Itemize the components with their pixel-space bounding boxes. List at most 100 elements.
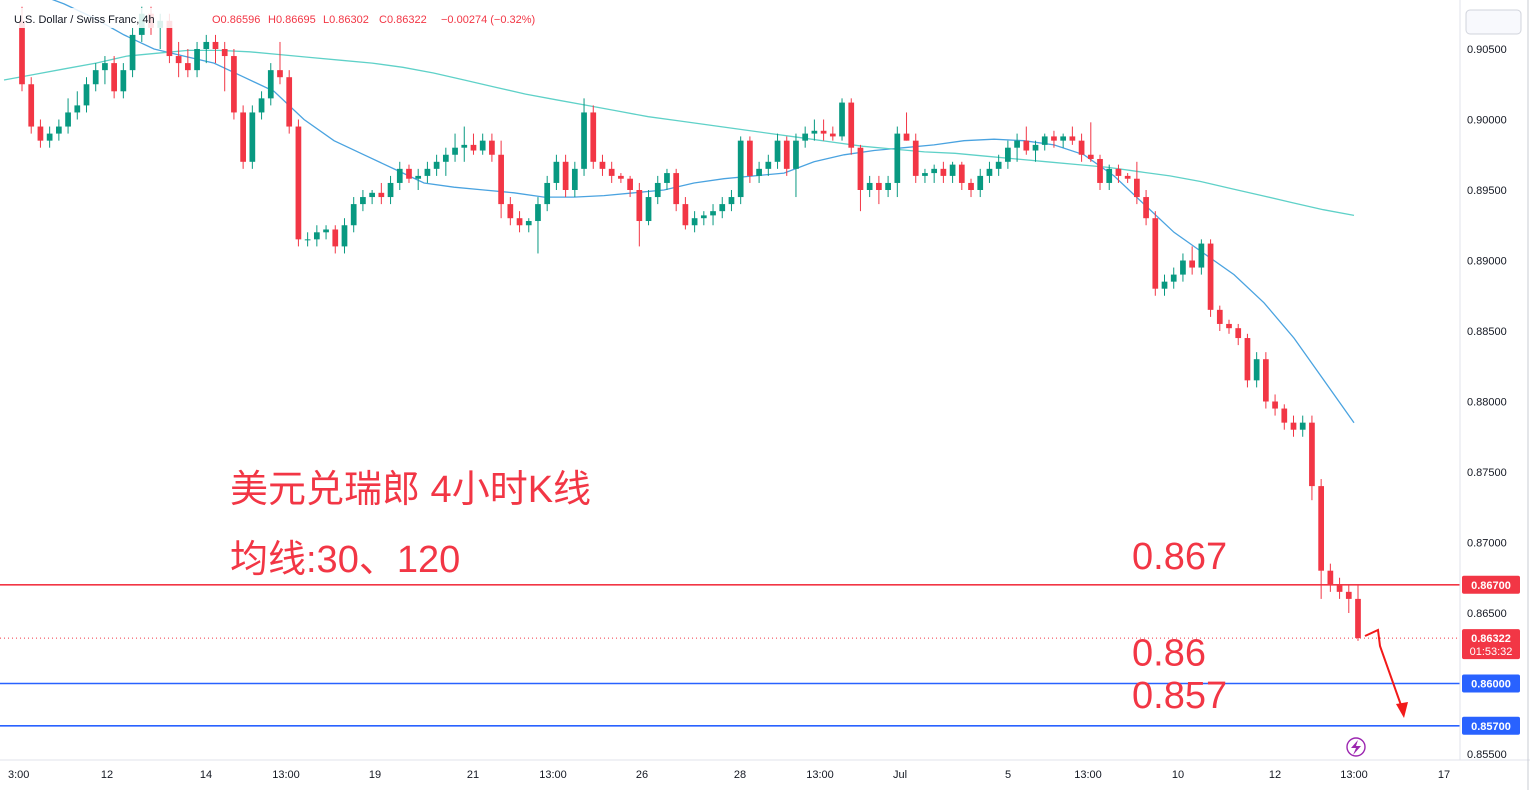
candle (710, 204, 716, 226)
candle-body (811, 130, 818, 134)
candle-body (221, 49, 228, 57)
candle-body (1069, 136, 1076, 141)
y-tick-label: 0.85500 (1467, 749, 1507, 761)
y-tick-label: 0.90500 (1467, 44, 1507, 56)
y-tick-label: 0.87500 (1467, 467, 1507, 479)
candle-body (286, 77, 293, 127)
candle-body (1170, 274, 1177, 282)
candle (968, 178, 974, 198)
candle (590, 105, 597, 169)
candle-body (249, 112, 256, 162)
candle-body (793, 140, 799, 169)
candle (1087, 122, 1094, 162)
x-tick-label: 3:00 (8, 769, 29, 781)
candle (940, 161, 947, 183)
candle-body (1263, 359, 1269, 402)
candle (645, 190, 652, 226)
candle-body (184, 63, 191, 71)
candle (747, 136, 753, 183)
chart-header: U.S. Dollar / Swiss Franc, 4h O0.86596 H… (0, 8, 545, 28)
candle (1189, 246, 1196, 275)
candle (1097, 154, 1103, 190)
candle (194, 41, 200, 78)
candle (74, 91, 81, 120)
candle (986, 161, 993, 183)
ma-line-120 (3, 49, 1355, 217)
candle (37, 119, 44, 148)
candle (350, 197, 357, 233)
chart-settings-button[interactable] (1465, 9, 1522, 35)
candle-body (839, 102, 845, 137)
candle-body (433, 161, 440, 169)
level-tag-text-0: 0.86700 (1471, 580, 1511, 592)
candle (1143, 190, 1149, 226)
candle-body (958, 164, 965, 183)
candle-body (1005, 147, 1011, 162)
candle-body (1051, 136, 1057, 141)
candle (433, 154, 440, 176)
candle-body (1143, 197, 1149, 219)
candle (1005, 140, 1011, 169)
candle-body (452, 147, 458, 155)
symbol-title[interactable]: U.S. Dollar / Swiss Franc, 4h (14, 14, 155, 26)
ohlc-low: L0.86302 (323, 14, 369, 26)
candle (65, 98, 71, 134)
level-label-0: 0.867 (1132, 536, 1227, 578)
forecast-arrow-path (1364, 628, 1403, 709)
candle (415, 168, 422, 190)
candle (783, 136, 790, 176)
last-price-value: 0.86322 (1471, 633, 1511, 645)
candle (221, 41, 228, 92)
candle (1106, 164, 1113, 190)
candle-body (55, 126, 62, 134)
candle-body (968, 182, 974, 190)
candle-body (1180, 260, 1186, 275)
candle-body (627, 178, 633, 190)
candle (442, 147, 449, 176)
candle-body (1124, 175, 1131, 179)
y-tick-label: 0.90000 (1467, 115, 1507, 127)
candle (756, 161, 762, 183)
candle (793, 133, 799, 198)
candle-body (1207, 243, 1214, 310)
candle-body (1152, 218, 1159, 289)
candle (258, 91, 265, 120)
lightning-icon[interactable] (1346, 737, 1366, 757)
candle (636, 182, 643, 247)
candle-body (1336, 584, 1343, 592)
x-tick-label: 13:00 (1340, 769, 1368, 781)
candle-body (129, 34, 136, 71)
ohlc-change: −0.00274 (−0.32%) (441, 14, 535, 26)
candle-body (461, 144, 468, 148)
candle (618, 173, 624, 183)
bar-countdown: 01:53:32 (1470, 646, 1513, 658)
candle-body (120, 70, 127, 92)
candle (304, 232, 311, 247)
candle-body (369, 192, 375, 198)
candle (802, 126, 809, 148)
candle (599, 154, 606, 176)
candle (1345, 584, 1352, 613)
price-axis[interactable]: 0.90500 0.90000 0.89500 0.89000 0.88500 0.880… (1467, 44, 1507, 761)
level-label-2: 0.857 (1132, 675, 1227, 717)
candle (212, 34, 219, 64)
candle (1198, 239, 1205, 275)
time-axis[interactable]: 3:00 12 14 13:00 19 21 13:00 26 28 13:00 Jul 5 13:00… (8, 769, 1450, 781)
candle (700, 211, 707, 226)
candle (498, 140, 504, 219)
candle-body (498, 154, 504, 205)
candle (682, 197, 689, 230)
candle-body (1041, 136, 1048, 145)
candle (839, 98, 845, 141)
candle-body (1299, 422, 1306, 430)
candle (102, 56, 108, 85)
candle (876, 175, 882, 205)
candles (19, 6, 1361, 641)
candle (46, 126, 53, 148)
candle-body (710, 211, 716, 216)
x-tick-label: 28 (734, 769, 746, 781)
